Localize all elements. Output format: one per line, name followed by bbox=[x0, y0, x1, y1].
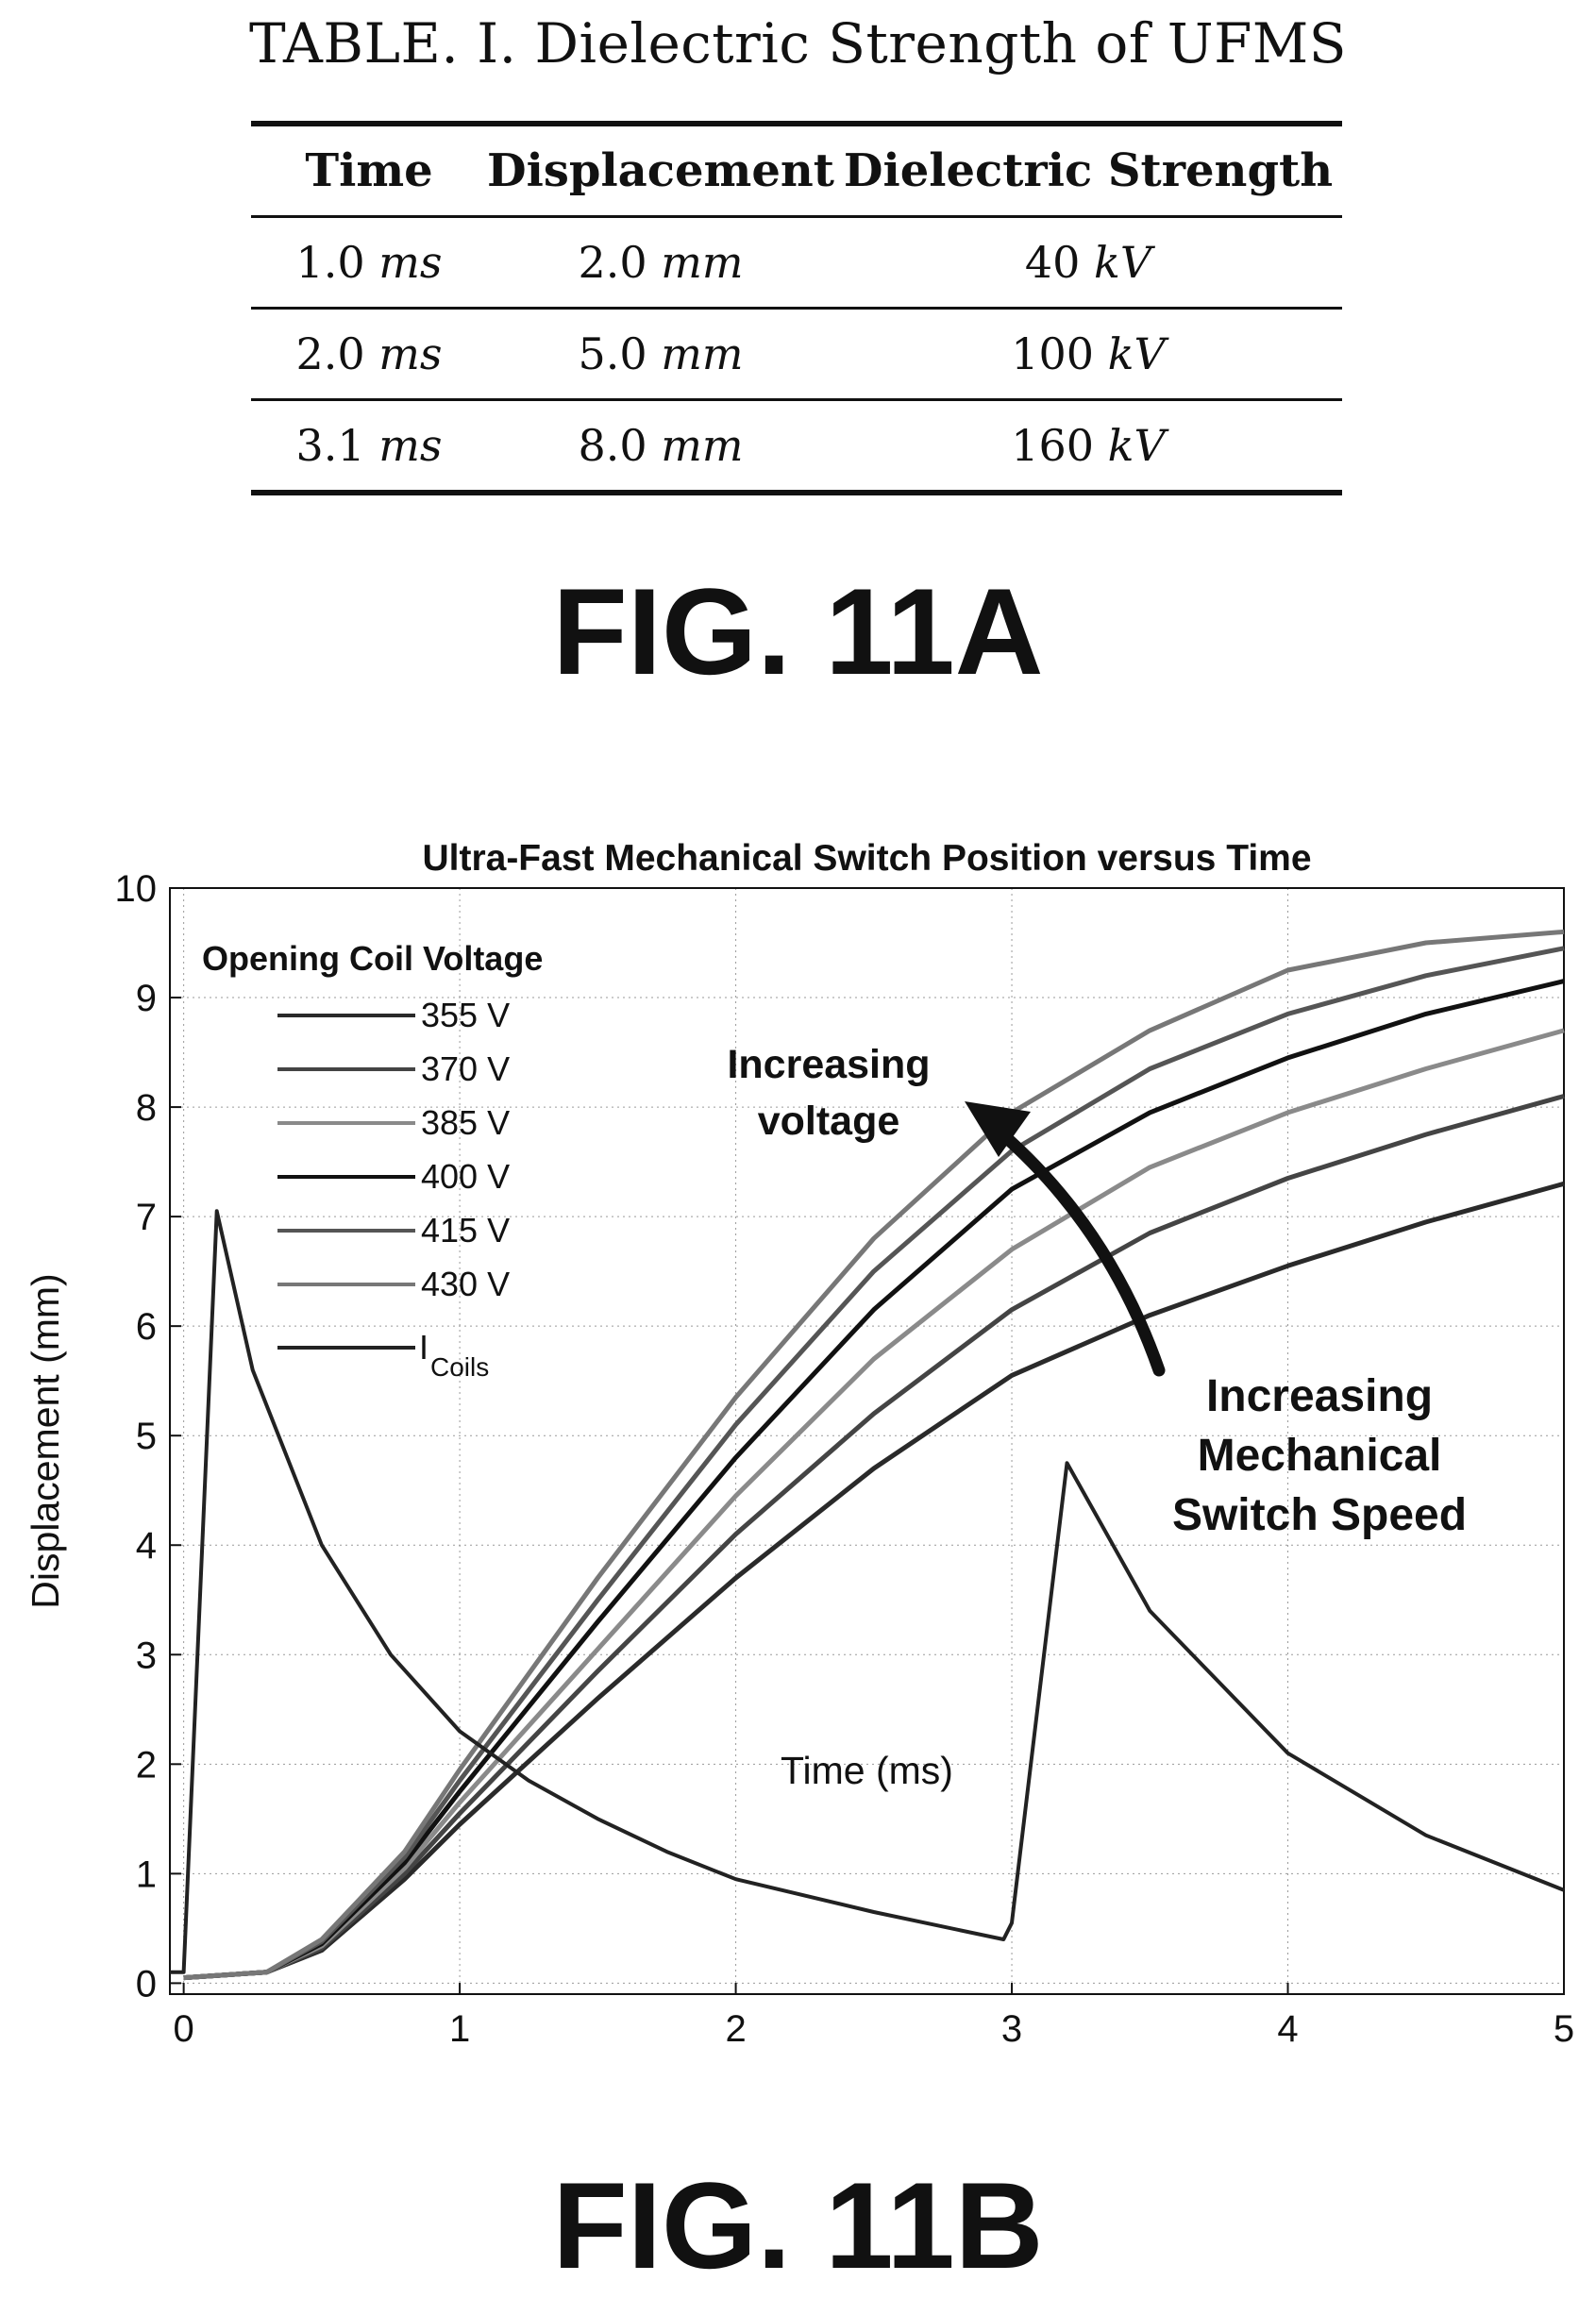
cell-value: 3.1 bbox=[295, 420, 365, 471]
y-tick-label: 1 bbox=[136, 1854, 157, 1895]
y-tick-label: 9 bbox=[136, 978, 157, 1019]
cell-value: 8.0 bbox=[578, 420, 647, 471]
x-axis-label: Time (ms) bbox=[781, 1749, 953, 1792]
cell-value: 1.0 bbox=[295, 237, 365, 288]
table-cell-dielectric-strength: 40 kV bbox=[834, 217, 1342, 309]
cell-unit: ms bbox=[378, 328, 443, 379]
legend-entry-subscript: Coils bbox=[430, 1352, 489, 1382]
cell-unit: kV bbox=[1094, 237, 1152, 288]
chart-title: Ultra-Fast Mechanical Switch Position ve… bbox=[422, 838, 1311, 879]
column-header-time: Time bbox=[305, 144, 433, 197]
annotation-arrow-shaft bbox=[994, 1126, 1166, 1377]
table-title: TABLE. I. Dielectric Strength of UFMS bbox=[248, 11, 1347, 75]
cell-unit: kV bbox=[1107, 328, 1166, 379]
y-axis-label: Displacement (mm) bbox=[24, 1273, 67, 1608]
annotation-increasing-voltage: Increasing bbox=[727, 1042, 930, 1087]
table-cell-time: 1.0 ms bbox=[251, 217, 487, 309]
y-tick-label: 2 bbox=[136, 1744, 157, 1786]
annotation-increasing-switch-speed: Mechanical bbox=[1198, 1431, 1442, 1481]
figure-label-11a: FIG. 11A bbox=[552, 562, 1044, 700]
cell-value: 100 bbox=[1011, 328, 1095, 379]
cell-value: 160 bbox=[1011, 420, 1095, 471]
x-tick-label: 3 bbox=[1001, 2008, 1022, 2050]
table-cell-time: 2.0 ms bbox=[251, 309, 487, 400]
annotation-increasing-switch-speed: Increasing bbox=[1206, 1371, 1433, 1421]
cell-value: 2.0 bbox=[295, 328, 365, 379]
y-tick-label: 7 bbox=[136, 1197, 157, 1238]
cell-value: 40 bbox=[1024, 237, 1081, 288]
cell-unit: mm bbox=[661, 237, 744, 288]
x-tick-label: 4 bbox=[1277, 2008, 1298, 2050]
y-tick-label: 10 bbox=[115, 868, 158, 910]
x-tick-label: 2 bbox=[725, 2008, 746, 2050]
y-tick-label: 8 bbox=[136, 1087, 157, 1129]
legend-entry-label: 415 V bbox=[421, 1211, 510, 1250]
x-tick-label: 5 bbox=[1554, 2008, 1574, 2050]
annotation-arrow-head bbox=[965, 1101, 1031, 1157]
table-cell-dielectric-strength: 160 kV bbox=[834, 400, 1342, 494]
cell-unit: mm bbox=[661, 420, 744, 471]
dielectric-strength-table: Time Displacement Dielectric Strength 1.… bbox=[251, 121, 1342, 495]
cell-unit: ms bbox=[378, 237, 443, 288]
annotation-increasing-switch-speed: Switch Speed bbox=[1172, 1490, 1467, 1540]
table-cell-displacement: 2.0 mm bbox=[487, 217, 834, 309]
x-tick-label: 1 bbox=[449, 2008, 470, 2050]
table-row: 3.1 ms 8.0 mm 160 kV bbox=[251, 400, 1342, 494]
table-cell-displacement: 8.0 mm bbox=[487, 400, 834, 494]
series-line-i-coils bbox=[170, 1209, 1565, 1974]
column-header-dielectric-strength: Dielectric Strength bbox=[843, 144, 1334, 197]
series-line-355-v bbox=[183, 1181, 1565, 1981]
displacement-chart: 0 1 2 3 4 5 0 1 2 3 4 5 6 7 8 9 10 Ultra-Fast Mechanical… bbox=[24, 838, 1575, 2050]
cell-unit: ms bbox=[378, 420, 443, 471]
y-tick-label: 4 bbox=[136, 1525, 157, 1567]
chart-ticks: 0 1 2 3 4 5 0 1 2 3 4 5 6 7 8 9 10 bbox=[115, 868, 1575, 2050]
legend-entry-label: 400 V bbox=[421, 1157, 510, 1196]
annotation-increasing-voltage: voltage bbox=[758, 1099, 900, 1144]
chart-legend: Opening Coil Voltage 355 V 370 V 385 V 400 V… bbox=[202, 939, 543, 1382]
legend-entry-label: 355 V bbox=[421, 996, 510, 1034]
cell-unit: kV bbox=[1107, 420, 1166, 471]
legend-entry-label: I bbox=[419, 1328, 428, 1367]
y-tick-label: 3 bbox=[136, 1635, 157, 1676]
chart-series bbox=[170, 929, 1565, 1981]
figure-label-11b: FIG. 11B bbox=[552, 2156, 1044, 2294]
table-cell-time: 3.1 ms bbox=[251, 400, 487, 494]
table-row: 2.0 ms 5.0 mm 100 kV bbox=[251, 309, 1342, 400]
legend-title: Opening Coil Voltage bbox=[202, 939, 543, 978]
column-header-displacement: Displacement bbox=[487, 144, 834, 197]
y-tick-label: 6 bbox=[136, 1306, 157, 1348]
y-tick-label: 0 bbox=[136, 1963, 157, 2005]
plot-area-frame bbox=[169, 887, 1565, 1995]
cell-value: 2.0 bbox=[578, 237, 647, 288]
legend-entry-label: 430 V bbox=[421, 1265, 510, 1303]
table-header-row: Time Displacement Dielectric Strength bbox=[251, 124, 1342, 217]
cell-unit: mm bbox=[661, 328, 744, 379]
table-row: 1.0 ms 2.0 mm 40 kV bbox=[251, 217, 1342, 309]
chart-annotations: Increasing voltage Increasing Mechanical Swi… bbox=[727, 1042, 1467, 1540]
cell-value: 5.0 bbox=[578, 328, 647, 379]
table-cell-displacement: 5.0 mm bbox=[487, 309, 834, 400]
y-tick-label: 5 bbox=[136, 1416, 157, 1457]
table-cell-dielectric-strength: 100 kV bbox=[834, 309, 1342, 400]
x-tick-label: 0 bbox=[173, 2008, 193, 2050]
series-line-430-v bbox=[183, 929, 1565, 1981]
legend-entry-label: 385 V bbox=[421, 1103, 510, 1142]
legend-entry-label: 370 V bbox=[421, 1049, 510, 1088]
